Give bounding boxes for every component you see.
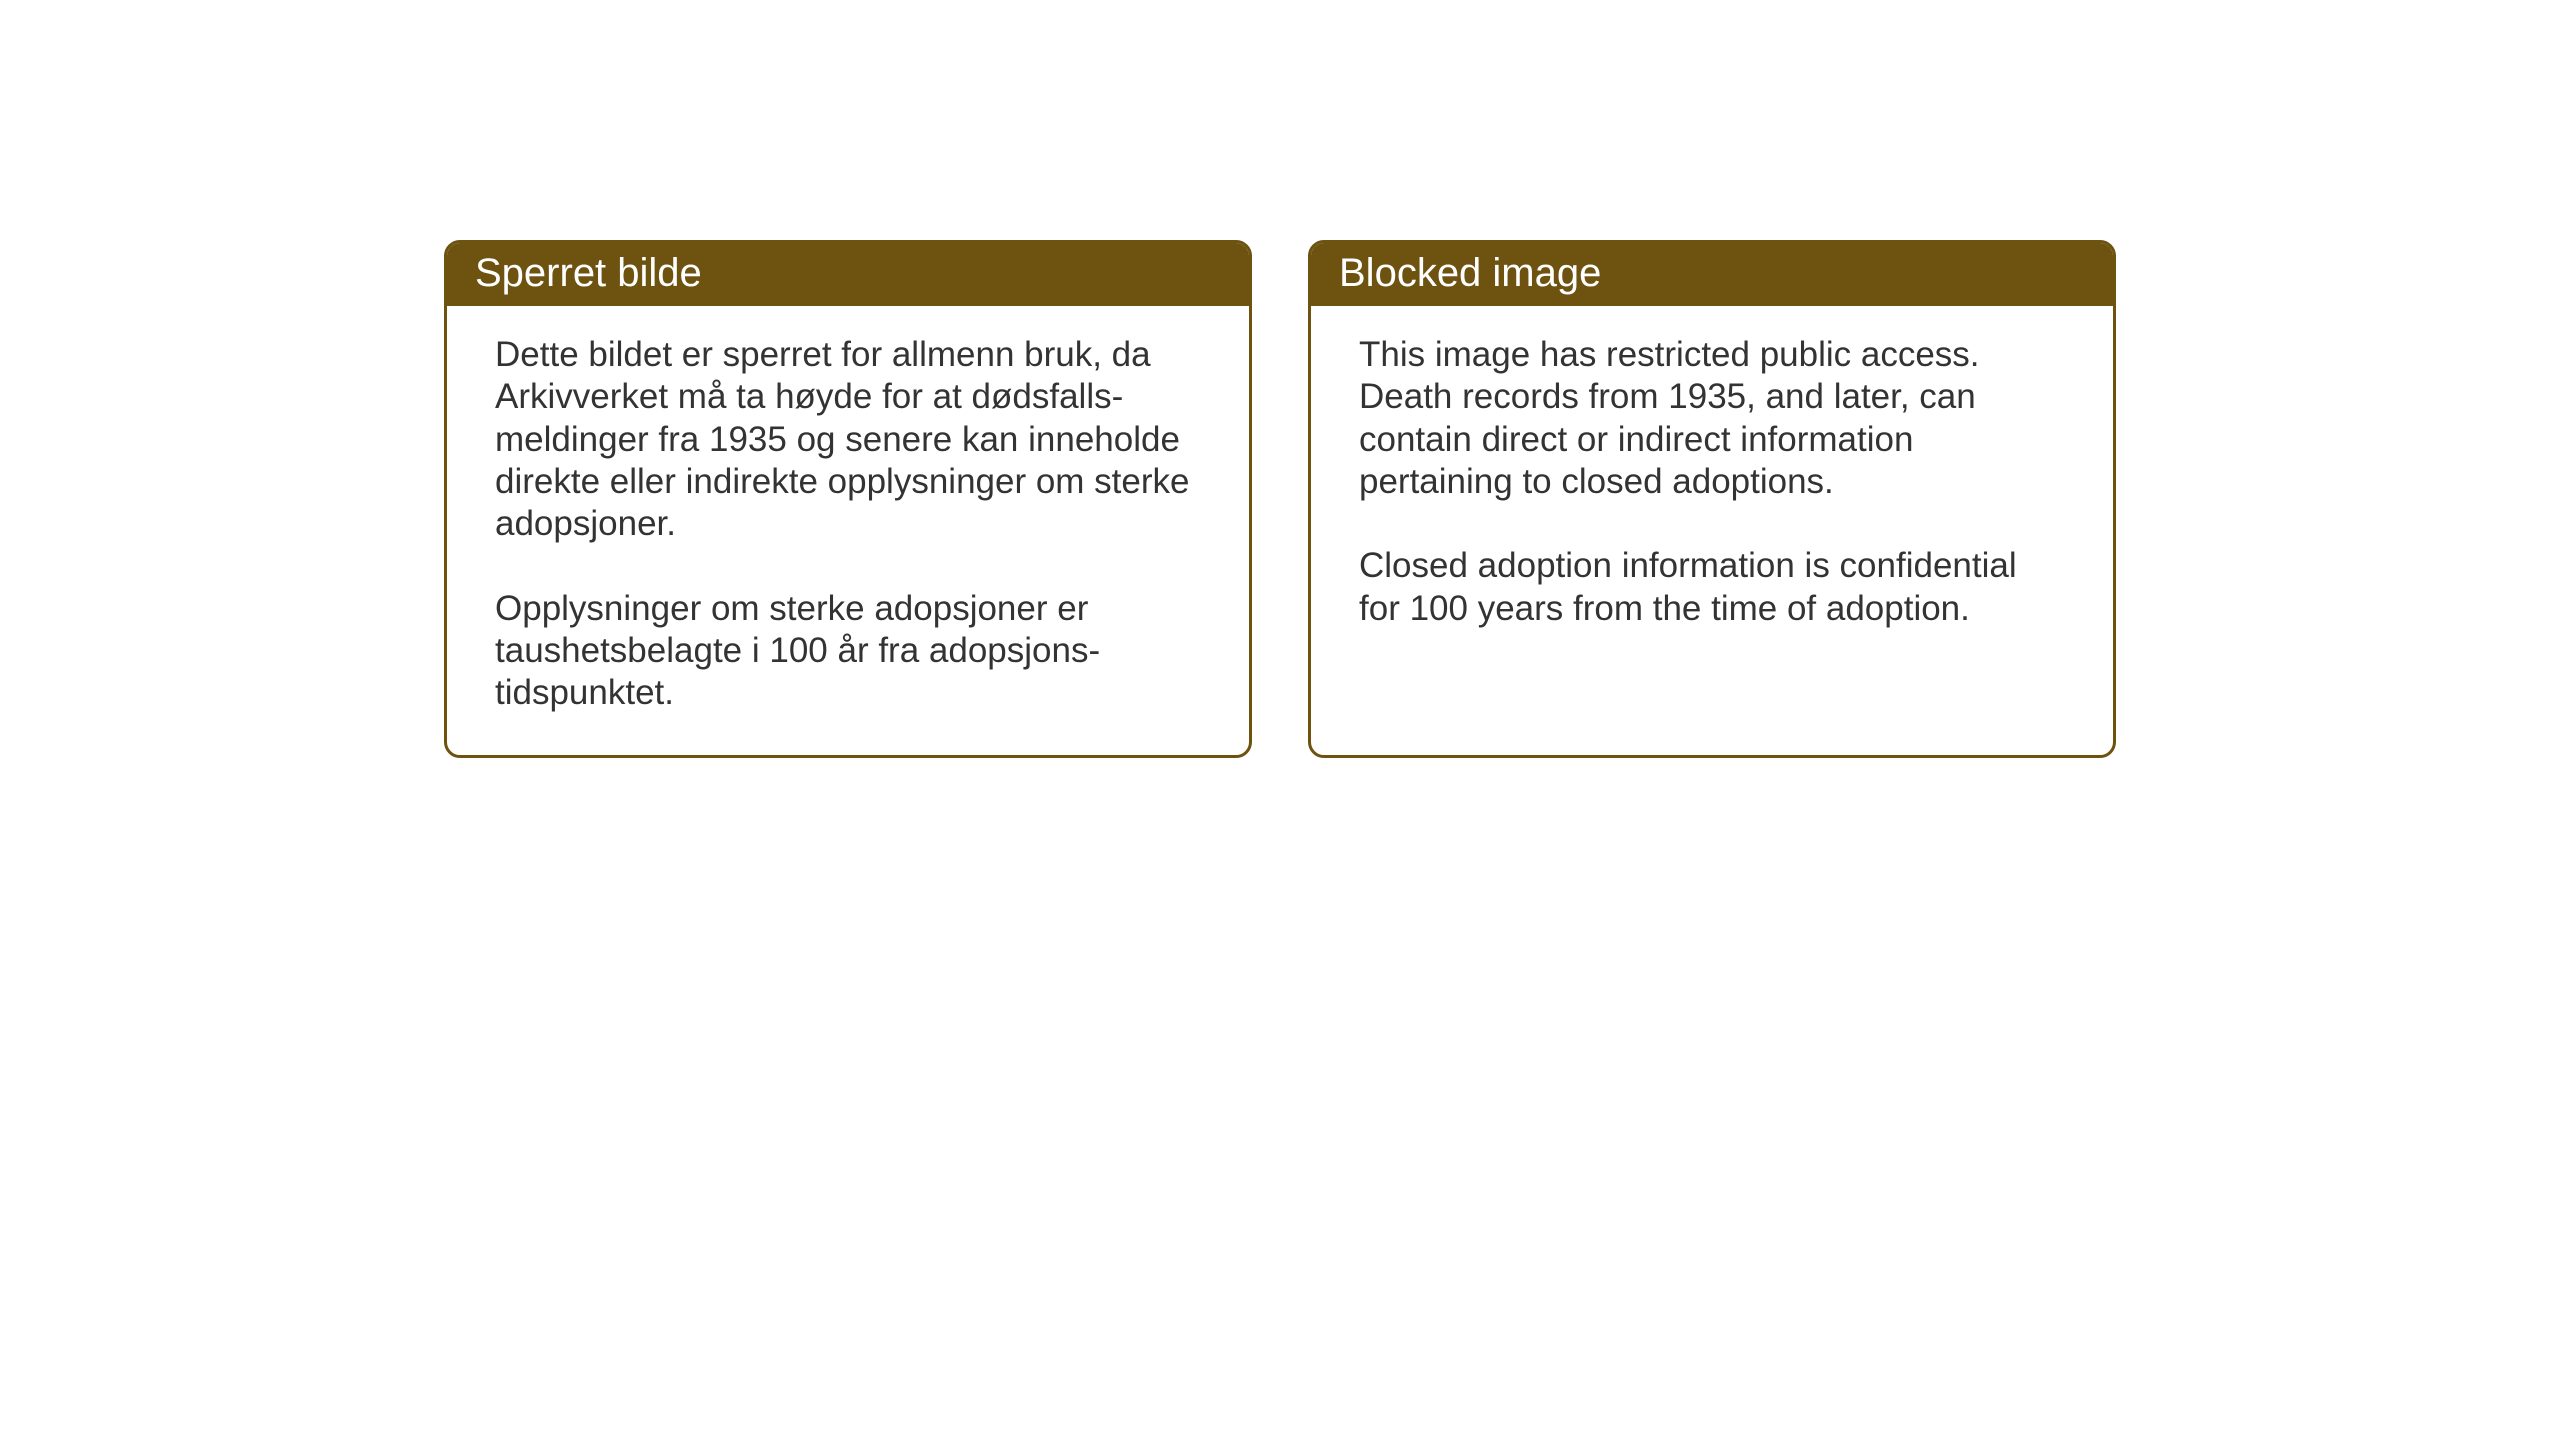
notice-header-english: Blocked image [1311,243,2113,306]
notice-card-norwegian: Sperret bilde Dette bildet er sperret fo… [444,240,1252,758]
notice-body-norwegian: Dette bildet er sperret for allmenn bruk… [447,306,1249,755]
notice-card-english: Blocked image This image has restricted … [1308,240,2116,758]
notice-paragraph: Closed adoption information is confident… [1359,545,2065,630]
notice-body-english: This image has restricted public access.… [1311,306,2113,746]
notice-paragraph: Opplysninger om sterke adopsjoner er tau… [495,588,1201,715]
notice-container: Sperret bilde Dette bildet er sperret fo… [444,240,2116,758]
notice-paragraph: Dette bildet er sperret for allmenn bruk… [495,334,1201,546]
notice-paragraph: This image has restricted public access.… [1359,334,2065,503]
notice-header-norwegian: Sperret bilde [447,243,1249,306]
